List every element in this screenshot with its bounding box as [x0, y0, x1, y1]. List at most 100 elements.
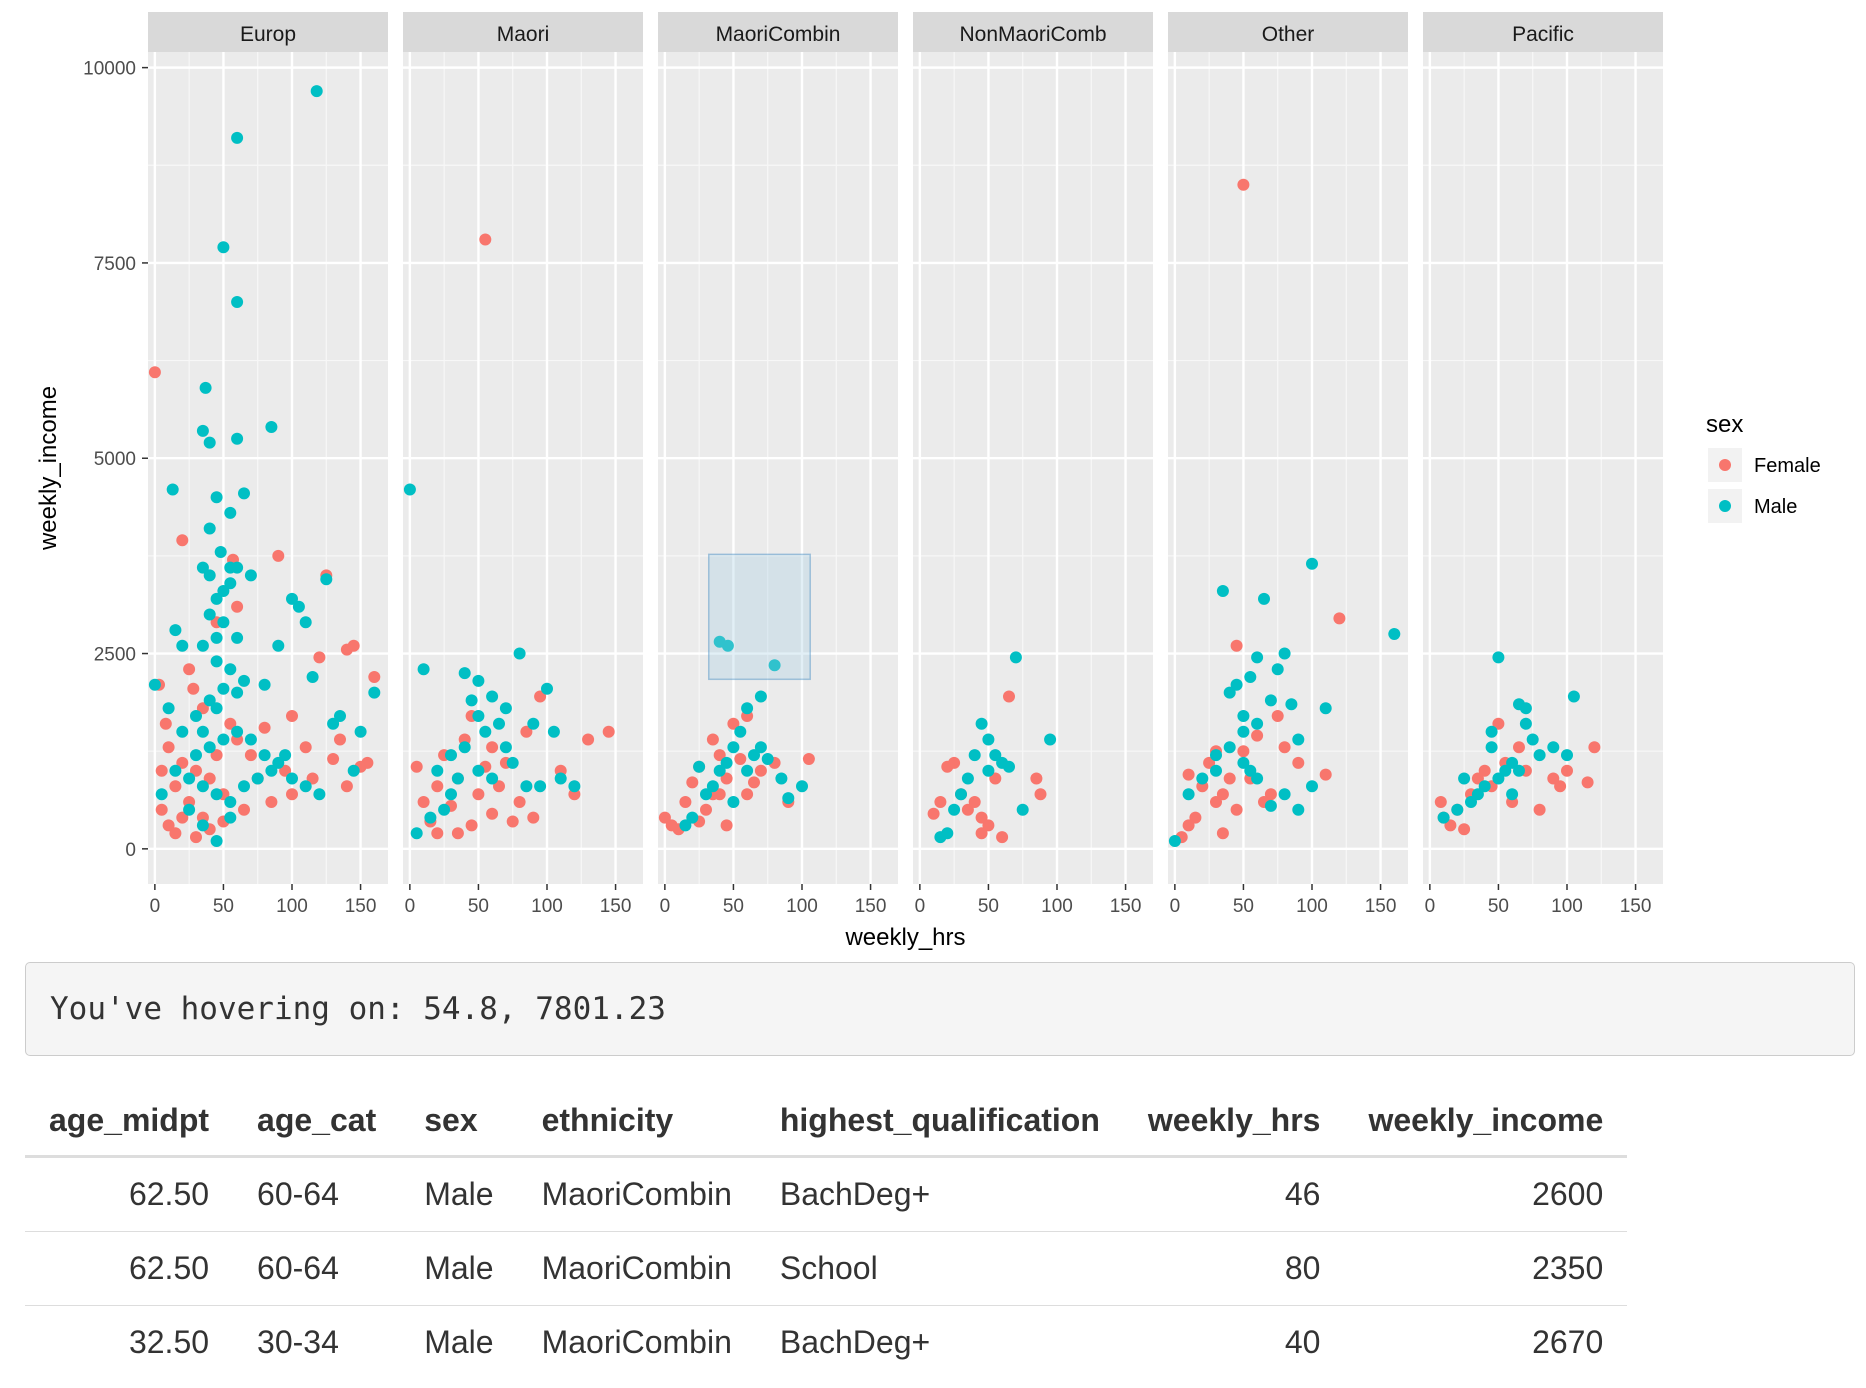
data-point-female [996, 831, 1009, 844]
facet-panel [1168, 52, 1408, 884]
data-point-male [445, 749, 457, 762]
table-header-row: age_midpt age_cat sex ethnicity highest_… [25, 1085, 1628, 1158]
data-point-male [176, 639, 189, 652]
data-point-female [534, 690, 547, 703]
data-point-male [238, 780, 250, 793]
data-point-male [224, 811, 237, 824]
x-tick-label: 150 [345, 896, 377, 917]
data-point-female [187, 682, 200, 695]
data-point-male [217, 241, 230, 254]
data-point-male [196, 780, 209, 793]
header-age-cat: age_cat [233, 1085, 401, 1158]
data-point-male [968, 749, 981, 762]
cell-age-cat: 30-34 [233, 1305, 401, 1379]
data-point-male [210, 835, 223, 847]
cell-ethnicity: MaoriCombin [517, 1231, 756, 1306]
facet-panel [148, 52, 388, 884]
data-point-male [734, 725, 747, 738]
data-point-male [1168, 835, 1181, 847]
data-point-male [155, 788, 168, 801]
data-point-male [1210, 764, 1222, 777]
facet-label: Pacific [1512, 23, 1574, 46]
data-point-male [486, 690, 499, 703]
x-tick-label: 0 [915, 896, 926, 917]
data-point-female [713, 749, 726, 762]
data-point-female [1223, 772, 1236, 785]
data-point-female [1513, 741, 1525, 754]
data-point-male [251, 772, 264, 785]
data-point-male [1244, 764, 1257, 777]
header-sex: sex [400, 1085, 518, 1158]
legend-title: sex [1706, 411, 1743, 438]
data-point-female [927, 807, 940, 820]
data-point-female [720, 772, 733, 785]
x-tick-label: 100 [276, 896, 308, 917]
hover-info-box: You've hovering on: 54.8, 7801.23 [25, 962, 1855, 1056]
data-point-male [1526, 733, 1539, 746]
data-point-male [190, 710, 202, 722]
data-point-male [272, 639, 285, 652]
x-tick-label: 150 [1365, 896, 1397, 917]
x-tick-label: 0 [150, 896, 161, 917]
data-point-female [1561, 764, 1573, 777]
data-point-female [299, 741, 312, 754]
data-point-male [1251, 651, 1264, 664]
data-point-female [1230, 639, 1243, 652]
data-point-female [989, 772, 1002, 785]
data-point-female [465, 819, 478, 832]
cell-weekly-hrs: 80 [1123, 1231, 1345, 1306]
data-point-female [968, 796, 981, 808]
data-point-female [582, 733, 595, 746]
data-point-male [706, 780, 719, 793]
data-point-female [493, 780, 505, 793]
cell-age-midpt: 32.50 [25, 1305, 234, 1379]
data-point-female [1271, 710, 1284, 722]
data-point-female [1292, 756, 1305, 769]
data-point-female [368, 671, 381, 683]
x-tick-label: 150 [855, 896, 887, 917]
data-point-male [775, 772, 788, 785]
data-point-male [265, 764, 278, 777]
data-point-male [1230, 678, 1243, 691]
facet-strip [1168, 12, 1408, 52]
data-point-female [155, 764, 168, 777]
cell-highest-qualification: BachDeg+ [755, 1305, 1124, 1379]
data-point-female [1251, 729, 1264, 742]
data-point-male [961, 772, 974, 785]
data-point-male [761, 753, 774, 765]
data-point-male [238, 674, 250, 687]
data-point-male [292, 600, 305, 613]
data-point-male [1388, 628, 1401, 640]
data-point-male [1519, 702, 1532, 715]
data-point-male [217, 585, 230, 597]
data-point-female [306, 772, 319, 785]
x-tick-label: 50 [723, 896, 744, 917]
data-point-male [231, 432, 244, 445]
data-point-female [948, 756, 961, 769]
data-point-male [1561, 749, 1573, 762]
data-point-female [802, 753, 815, 765]
data-point-female [1547, 772, 1560, 785]
data-point-male [410, 827, 423, 840]
data-point-male [1506, 788, 1519, 801]
data-point-female [727, 717, 740, 730]
data-point-female [224, 717, 237, 730]
data-point-male [327, 717, 340, 730]
data-point-male [224, 561, 237, 574]
data-point-female [410, 760, 423, 773]
data-point-female [258, 721, 271, 734]
data-point-female [665, 819, 678, 832]
data-point-male [486, 772, 499, 785]
data-point-male [499, 741, 512, 754]
data-point-male [1458, 772, 1471, 785]
data-point-female [720, 819, 733, 832]
data-point-female [1581, 776, 1594, 789]
data-point-female [982, 819, 995, 832]
data-point-male [265, 421, 278, 433]
data-point-female [602, 725, 615, 738]
data-point-female [286, 710, 298, 722]
data-point-male [1547, 741, 1560, 754]
data-point-male [210, 788, 223, 801]
data-point-female [183, 663, 196, 676]
data-point-female [231, 600, 244, 613]
